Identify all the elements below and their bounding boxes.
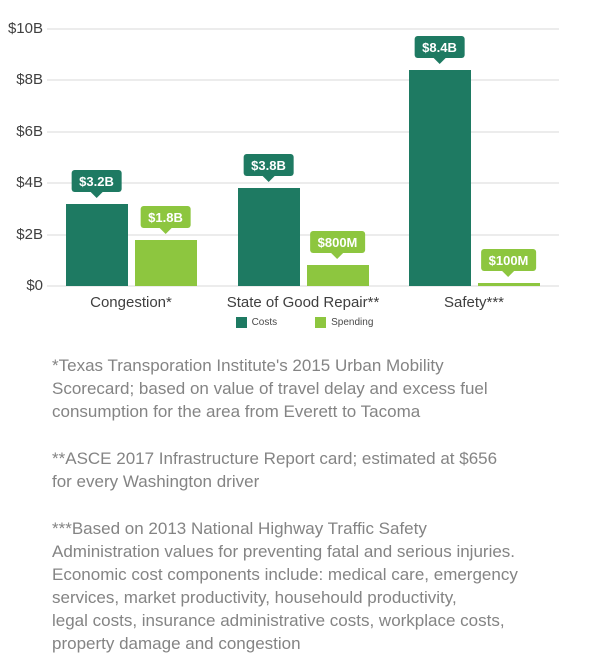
bar-costs-congestion xyxy=(65,204,128,286)
bar-spending-congestion xyxy=(134,240,197,286)
callout-pointer xyxy=(502,271,515,277)
bar-costs-state-of-good-repair xyxy=(237,188,300,286)
costs-vs-spending-bar-chart: $3.2B $1.8B $3.8B $800M $8.4B $100M Costs Spe… xyxy=(0,20,609,328)
callout-pointer xyxy=(262,176,275,182)
legend-item-costs: Costs xyxy=(235,317,278,328)
callout-pointer xyxy=(433,58,446,64)
bar-spending-safety xyxy=(477,283,540,286)
legend-swatch-spending xyxy=(315,317,327,328)
bar-value-callout: $3.8B xyxy=(243,154,294,182)
bar-value-callout: $3.2B xyxy=(71,170,122,198)
bar-value-callout: $100M xyxy=(480,249,537,277)
y-axis-tick-label: $8B xyxy=(16,71,43,89)
bar-costs-safety xyxy=(408,70,471,286)
y-axis-tick-label: $6B xyxy=(16,122,43,140)
chart-legend: Costs Spending xyxy=(0,317,609,328)
gridline xyxy=(47,233,559,236)
gridline xyxy=(47,28,559,30)
x-axis-category-label: Safety*** xyxy=(443,294,505,311)
x-axis-category-label: State of Good Repair** xyxy=(226,294,380,311)
footnotes-section: *Texas Transporation Institute's 2015 Ur… xyxy=(52,354,569,655)
gridline xyxy=(47,79,559,82)
callout-pointer xyxy=(331,253,344,259)
y-axis-tick-label: $0 xyxy=(26,277,43,294)
bar-value-label: $3.2B xyxy=(79,174,114,189)
bar-value-callout: $1.8B xyxy=(140,206,191,234)
callout-pointer xyxy=(90,192,103,198)
gridline xyxy=(47,130,559,133)
bar-value-callout: $8.4B xyxy=(414,36,465,64)
bar-value-label: $8.4B xyxy=(422,40,457,55)
legend-label-spending: Spending xyxy=(331,317,374,328)
legend-swatch-costs xyxy=(235,317,247,328)
y-axis-tick-label: $10B xyxy=(7,20,43,37)
gridline xyxy=(47,285,559,287)
gridline xyxy=(47,182,559,185)
footnote-good-repair-source: **ASCE 2017 Infrastructure Report card; … xyxy=(52,449,498,491)
bar-value-callout: $800M xyxy=(309,231,366,259)
bar-value-label: $800M xyxy=(317,235,358,250)
callout-pointer xyxy=(159,228,172,234)
x-axis-category-label: Congestion* xyxy=(90,294,172,311)
bar-spending-state-of-good-repair xyxy=(306,265,369,286)
legend-label-costs: Costs xyxy=(251,317,278,328)
bar-value-label: $100M xyxy=(488,253,529,268)
bar-value-label: $1.8B xyxy=(148,210,183,225)
bar-value-label: $3.8B xyxy=(251,158,286,173)
y-axis-tick-label: $4B xyxy=(16,174,43,192)
plot-area: $3.2B $1.8B $3.8B $800M $8.4B $100M xyxy=(47,28,559,287)
footnote-safety-source: ***Based on 2013 National Highway Traffi… xyxy=(52,519,518,653)
footnote-congestion-source: *Texas Transporation Institute's 2015 Ur… xyxy=(52,356,488,421)
legend-item-spending: Spending xyxy=(315,317,373,328)
y-axis-tick-label: $2B xyxy=(16,225,43,243)
